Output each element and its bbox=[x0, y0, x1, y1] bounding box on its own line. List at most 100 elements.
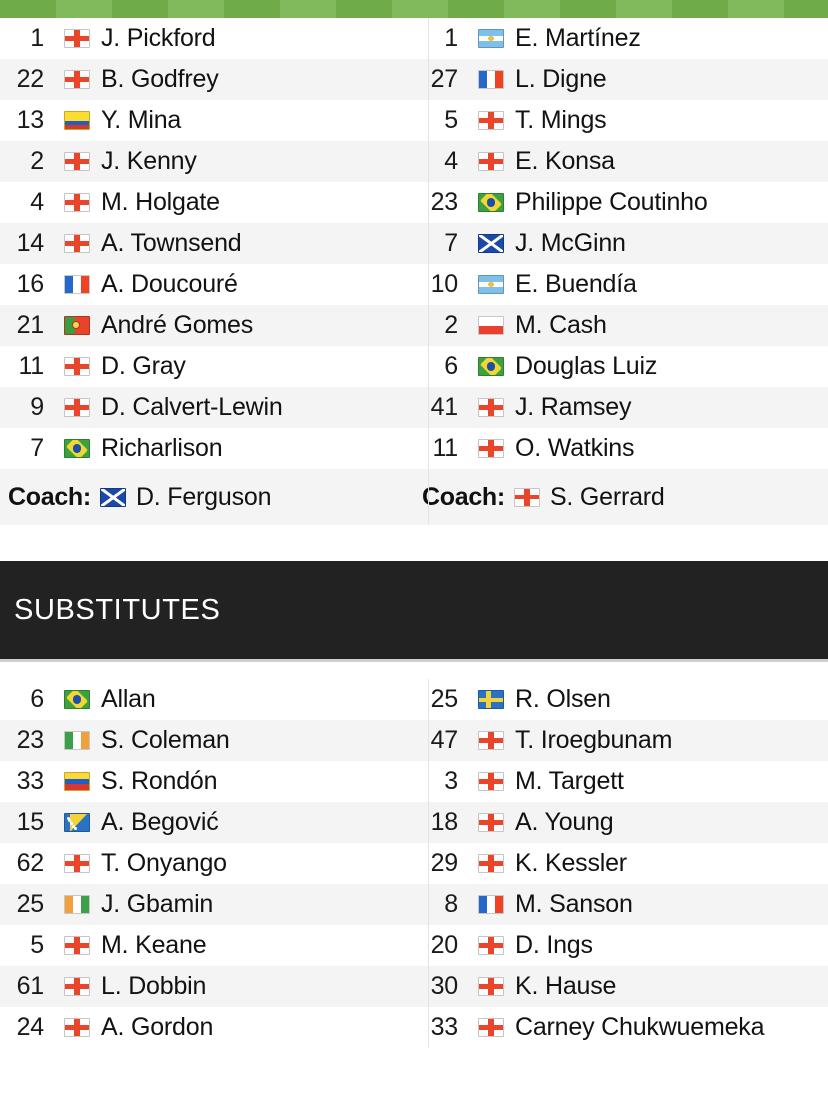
pitch-stripe bbox=[616, 0, 672, 18]
home-player-cell[interactable]: 6 Allan bbox=[0, 679, 414, 720]
pitch-stripe bbox=[56, 0, 112, 18]
player-name: J. Gbamin bbox=[101, 890, 214, 918]
away-player-cell[interactable]: 18 A. Young bbox=[414, 802, 828, 843]
away-player-cell[interactable]: 2 M. Cash bbox=[414, 305, 828, 346]
pitch-stripe bbox=[392, 0, 448, 18]
player-name: R. Olsen bbox=[515, 685, 611, 713]
away-player-cell[interactable]: 30 K. Hause bbox=[414, 966, 828, 1007]
lineup-row: 13 Y. Mina 5 T. Mings bbox=[0, 100, 828, 141]
home-player-cell[interactable]: 21 André Gomes bbox=[0, 305, 414, 346]
home-player-cell[interactable]: 61 L. Dobbin bbox=[0, 966, 414, 1007]
away-player-cell[interactable]: 47 T. Iroegbunam bbox=[414, 720, 828, 761]
argentina-flag-icon bbox=[478, 29, 504, 48]
home-player-cell[interactable]: 9 D. Calvert-Lewin bbox=[0, 387, 414, 428]
player-name: M. Cash bbox=[515, 311, 607, 339]
home-player-cell[interactable]: 15 A. Begović bbox=[0, 802, 414, 843]
lineup-row: 4 M. Holgate 23 Philippe Coutinho bbox=[0, 182, 828, 223]
away-player-cell[interactable]: 11 O. Watkins bbox=[414, 428, 828, 469]
england-flag-icon bbox=[64, 70, 90, 89]
away-coach-cell[interactable]: Coach: S. Gerrard bbox=[414, 469, 828, 525]
england-flag-icon bbox=[478, 977, 504, 996]
player-name: D. Ings bbox=[515, 931, 593, 959]
away-player-cell[interactable]: 29 K. Kessler bbox=[414, 843, 828, 884]
player-number: 20 bbox=[430, 931, 459, 959]
lineup-row: 15 A. Begović 18 A. Young bbox=[0, 802, 828, 843]
home-player-cell[interactable]: 22 B. Godfrey bbox=[0, 59, 414, 100]
player-name: D. Gray bbox=[101, 352, 186, 380]
player-name: Douglas Luiz bbox=[515, 352, 658, 380]
substitutes-header-banner: SUBSTITUTES bbox=[0, 561, 828, 662]
away-player-cell[interactable]: 1 E. Martínez bbox=[414, 18, 828, 59]
lineup-row: 5 M. Keane 20 D. Ings bbox=[0, 925, 828, 966]
player-name: E. Martínez bbox=[515, 24, 641, 52]
player-number: 9 bbox=[30, 393, 44, 421]
away-player-cell[interactable]: 25 R. Olsen bbox=[414, 679, 828, 720]
player-number: 4 bbox=[444, 147, 458, 175]
player-name: A. Young bbox=[515, 808, 614, 836]
england-flag-icon bbox=[64, 357, 90, 376]
player-name: L. Digne bbox=[515, 65, 607, 93]
player-number: 33 bbox=[16, 767, 45, 795]
lineup-row: 24 A. Gordon 33 Carney Chukwuemeka bbox=[0, 1007, 828, 1048]
england-flag-icon bbox=[478, 1018, 504, 1037]
player-name: J. Kenny bbox=[101, 147, 197, 175]
home-player-cell[interactable]: 13 Y. Mina bbox=[0, 100, 414, 141]
player-name: B. Godfrey bbox=[101, 65, 219, 93]
player-name: T. Onyango bbox=[101, 849, 227, 877]
lineup-row: 7 Richarlison 11 O. Watkins bbox=[0, 428, 828, 469]
away-player-cell[interactable]: 7 J. McGinn bbox=[414, 223, 828, 264]
home-player-cell[interactable]: 24 A. Gordon bbox=[0, 1007, 414, 1048]
pitch-stripe bbox=[784, 0, 828, 18]
substitutes-spacer bbox=[0, 662, 828, 679]
home-player-cell[interactable]: 11 D. Gray bbox=[0, 346, 414, 387]
ivory-coast-flag-icon bbox=[64, 895, 90, 914]
pitch-stripe bbox=[168, 0, 224, 18]
england-flag-icon bbox=[64, 234, 90, 253]
player-number: 16 bbox=[16, 270, 45, 298]
lineup-row: 11 D. Gray 6 Douglas Luiz bbox=[0, 346, 828, 387]
lineup-row: 9 D. Calvert-Lewin 41 J. Ramsey bbox=[0, 387, 828, 428]
away-player-cell[interactable]: 20 D. Ings bbox=[414, 925, 828, 966]
away-player-cell[interactable]: 23 Philippe Coutinho bbox=[414, 182, 828, 223]
away-player-cell[interactable]: 41 J. Ramsey bbox=[414, 387, 828, 428]
away-coach-name: S. Gerrard bbox=[549, 482, 665, 511]
player-number: 30 bbox=[430, 972, 459, 1000]
player-name: O. Watkins bbox=[515, 434, 635, 462]
player-name: Y. Mina bbox=[101, 106, 182, 134]
home-coach-cell[interactable]: Coach: D. Ferguson bbox=[0, 469, 414, 525]
player-number: 6 bbox=[444, 352, 458, 380]
away-player-cell[interactable]: 4 E. Konsa bbox=[414, 141, 828, 182]
home-player-cell[interactable]: 5 M. Keane bbox=[0, 925, 414, 966]
home-player-cell[interactable]: 14 A. Townsend bbox=[0, 223, 414, 264]
away-player-cell[interactable]: 33 Carney Chukwuemeka bbox=[414, 1007, 828, 1048]
away-player-cell[interactable]: 6 Douglas Luiz bbox=[414, 346, 828, 387]
player-number: 47 bbox=[430, 726, 459, 754]
player-name: S. Coleman bbox=[101, 726, 230, 754]
england-flag-icon bbox=[64, 854, 90, 873]
player-number: 1 bbox=[444, 24, 458, 52]
home-player-cell[interactable]: 2 J. Kenny bbox=[0, 141, 414, 182]
player-number: 13 bbox=[16, 106, 45, 134]
ireland-flag-icon bbox=[64, 731, 90, 750]
player-number: 2 bbox=[444, 311, 458, 339]
away-player-cell[interactable]: 8 M. Sanson bbox=[414, 884, 828, 925]
away-player-cell[interactable]: 5 T. Mings bbox=[414, 100, 828, 141]
away-player-cell[interactable]: 10 E. Buendía bbox=[414, 264, 828, 305]
player-name: Richarlison bbox=[101, 434, 223, 462]
home-player-cell[interactable]: 23 S. Coleman bbox=[0, 720, 414, 761]
away-player-cell[interactable]: 3 M. Targett bbox=[414, 761, 828, 802]
scotland-flag-icon bbox=[478, 234, 504, 253]
england-flag-icon bbox=[478, 731, 504, 750]
player-number: 3 bbox=[444, 767, 458, 795]
away-player-cell[interactable]: 27 L. Digne bbox=[414, 59, 828, 100]
home-player-cell[interactable]: 62 T. Onyango bbox=[0, 843, 414, 884]
home-player-cell[interactable]: 4 M. Holgate bbox=[0, 182, 414, 223]
england-flag-icon bbox=[64, 193, 90, 212]
home-player-cell[interactable]: 1 J. Pickford bbox=[0, 18, 414, 59]
home-player-cell[interactable]: 25 J. Gbamin bbox=[0, 884, 414, 925]
pitch-stripe bbox=[112, 0, 168, 18]
home-player-cell[interactable]: 7 Richarlison bbox=[0, 428, 414, 469]
bosnia-flag-icon bbox=[64, 813, 90, 832]
home-player-cell[interactable]: 16 A. Doucouré bbox=[0, 264, 414, 305]
home-player-cell[interactable]: 33 S. Rondón bbox=[0, 761, 414, 802]
